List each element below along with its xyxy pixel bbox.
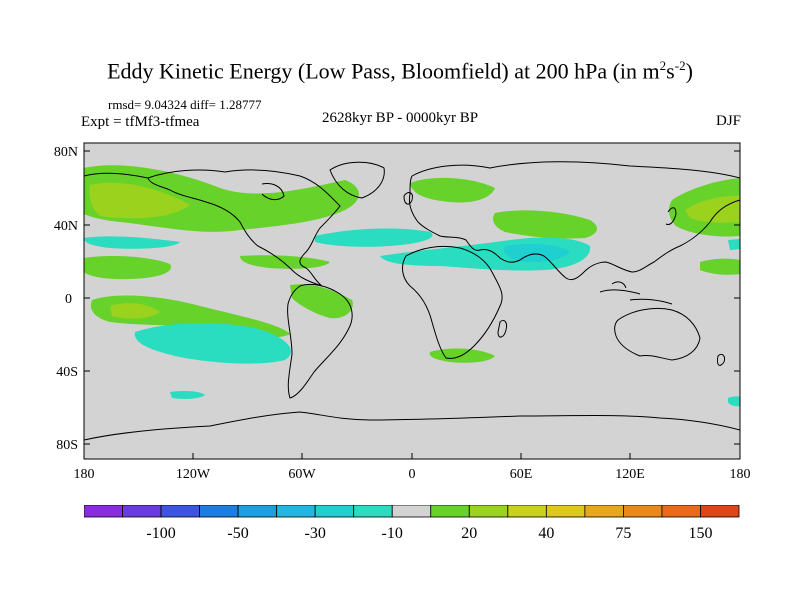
- colorbar-box: [430, 505, 470, 518]
- shade-arabia-core: [503, 244, 570, 262]
- colorbar-box: [237, 505, 278, 518]
- lon-label-120w: 120W: [176, 467, 211, 482]
- coast-new-zealand: [717, 353, 725, 366]
- shade-sw-pacific: [728, 396, 740, 407]
- colorbar-box: [507, 505, 547, 518]
- lat-label-80s: 80S: [56, 438, 78, 453]
- shade-east-pacific: [240, 255, 330, 269]
- shade-tropical-pacific: [84, 256, 171, 280]
- lon-label-60w: 60W: [288, 467, 316, 482]
- shade-west-pacific-core: [685, 195, 740, 223]
- colorbar-box: [353, 505, 393, 518]
- lon-label-180w: 180: [74, 467, 95, 482]
- shade-nw-pacific-band: [728, 239, 740, 250]
- colorbar-label: -30: [305, 525, 326, 542]
- colorbar-label: 40: [538, 525, 554, 542]
- colorbar-box: [276, 505, 316, 518]
- colorbar-label: 75: [615, 525, 631, 542]
- coast-africa: [402, 245, 503, 359]
- coast-eurasia: [409, 161, 740, 281]
- coast-south-america: [287, 283, 353, 399]
- colorbar-box: [391, 505, 432, 518]
- coast-antarctica: [84, 411, 740, 441]
- shade-north-atlantic: [410, 177, 495, 203]
- colorbar-box: [199, 505, 239, 518]
- coast-alaska: [84, 172, 149, 179]
- longitude-ticks: [83, 453, 741, 459]
- shade-europe-asia: [493, 210, 597, 239]
- coastlines: [84, 161, 740, 441]
- colorbar-box: [545, 505, 586, 518]
- lat-label-40n: 40N: [54, 219, 78, 234]
- coast-hudson: [261, 183, 285, 201]
- coast-australia: [614, 307, 701, 361]
- period-label: 2628kyr BP - 0000kyr BP: [321, 110, 479, 126]
- colorbar-label: -50: [227, 525, 248, 542]
- colorbar-box: [314, 505, 355, 518]
- colorbar-box: [468, 505, 509, 518]
- lat-label-0: 0: [65, 292, 72, 307]
- latitude-labels: 80N 40N 0 40S 80S: [54, 145, 78, 453]
- season-label: DJF: [715, 113, 741, 129]
- colorbar-label: 20: [461, 525, 477, 542]
- lon-label-0: 0: [409, 467, 416, 482]
- lon-label-120e: 120E: [615, 467, 645, 482]
- shade-south-pacific-core: [110, 303, 160, 319]
- shade-north-pacific-core: [89, 182, 190, 219]
- colorbar-box: [584, 505, 624, 518]
- colorbar-box: [122, 505, 162, 518]
- colorbar-boxes: [84, 505, 740, 518]
- lat-label-80n: 80N: [54, 145, 78, 160]
- shade-atlantic-band: [315, 228, 433, 247]
- colorbar-label: 150: [689, 525, 713, 542]
- shading-layer: [84, 165, 740, 407]
- latitude-ticks: [84, 150, 740, 445]
- shade-south-africa: [429, 348, 495, 363]
- shade-east-pacific-south: [700, 258, 740, 275]
- lat-label-40s: 40S: [56, 365, 78, 380]
- colorbar-labels: -100 -50 -30 -10 20 40 75 150: [146, 525, 712, 542]
- figure-title: Eddy Kinetic Energy (Low Pass, Bloomfiel…: [107, 58, 693, 84]
- colorbar: -100 -50 -30 -10 20 40 75 150: [84, 505, 740, 542]
- stats-label: rmsd= 9.04324 diff= 1.28777: [108, 97, 262, 112]
- coast-japan: [665, 207, 677, 225]
- coast-madagascar: [497, 319, 507, 338]
- colorbar-box: [160, 505, 200, 518]
- experiment-label: Expt = tfMf3-tfmea: [81, 114, 200, 130]
- longitude-labels: 180 120W 60W 0 60E 120E 180: [74, 467, 751, 482]
- shade-north-america-band: [84, 236, 180, 249]
- colorbar-label: -10: [382, 525, 403, 542]
- colorbar-box: [661, 505, 701, 518]
- shade-south-pacific-neg: [134, 323, 291, 364]
- colorbar-box: [623, 505, 663, 518]
- coast-greenland: [329, 161, 385, 199]
- lon-label-60e: 60E: [510, 467, 533, 482]
- colorbar-label: -100: [146, 525, 175, 542]
- colorbar-box: [84, 505, 123, 518]
- lon-label-180e: 180: [730, 467, 751, 482]
- shade-southern-ocean: [170, 391, 205, 399]
- coast-indonesia: [599, 281, 673, 305]
- coast-uk: [403, 192, 413, 205]
- colorbar-box: [700, 505, 740, 518]
- coast-north-america: [147, 169, 341, 287]
